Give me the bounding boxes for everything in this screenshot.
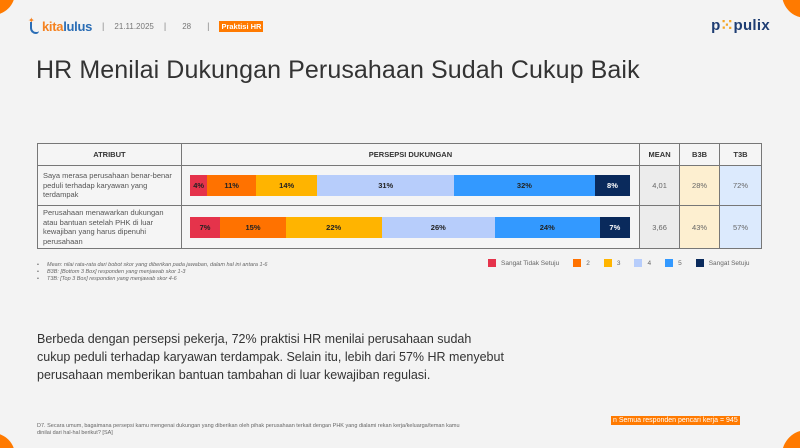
bar-segment-2: 11%: [207, 175, 256, 196]
legend-swatch: [665, 259, 674, 267]
bar-segment-4: 26%: [381, 216, 495, 238]
b3b-cell: 43%: [679, 205, 721, 249]
header-separator: |: [207, 21, 210, 31]
bar-segment-2: 15%: [220, 216, 286, 238]
note-b3b: B3B: [Bottom 3 Box] responden yang menja…: [37, 269, 267, 276]
b3b-cell: 28%: [679, 165, 721, 206]
mean-cell: 3,66: [639, 205, 681, 249]
legend-label: Sangat Tidak Setuju: [501, 259, 560, 267]
bar-segment-sangat-setuju: 8%: [594, 175, 631, 196]
populix-logo-p: p: [711, 17, 721, 34]
populix-logo: p⁙pulix: [711, 16, 770, 34]
decorative-corner-bottom-left: [0, 433, 15, 448]
header-separator: |: [102, 21, 105, 31]
bar-segment-4: 31%: [317, 175, 454, 196]
header-attribute: ATRIBUT: [37, 143, 182, 166]
kitalulus-logo-icon: ✦: [28, 17, 40, 35]
bar-segment-sangat-tidak-setuju: 7%: [189, 216, 221, 238]
populix-dots-icon: ⁙: [720, 17, 734, 34]
decorative-corner-top-left: [0, 0, 15, 15]
legend-label: 2: [586, 259, 590, 267]
decorative-corner-bottom-right: [782, 430, 800, 448]
table-row: Perusahaan menawarkan dukungan atau bant…: [37, 205, 762, 249]
legend-item: 4: [634, 259, 651, 267]
report-date: 21.11.2025: [114, 21, 154, 31]
bar-segment-3: 22%: [285, 216, 382, 238]
header-b3b: B3B: [679, 143, 721, 166]
header-t3b: T3B: [719, 143, 762, 166]
legend-label: Sangat Setuju: [708, 259, 750, 267]
header-mean: MEAN: [639, 143, 681, 166]
sample-size-badge: n Semua responden pencari kerja = 945: [611, 416, 740, 425]
page-number: 28: [182, 21, 192, 31]
legend-swatch: [695, 259, 704, 267]
t3b-cell: 72%: [719, 165, 762, 206]
header-separator: |: [163, 21, 167, 31]
legend-swatch: [488, 259, 496, 267]
section-badge: Praktisi HR: [219, 20, 264, 32]
legend-item: 3: [603, 259, 621, 267]
logo-text-kita: kita: [42, 18, 64, 34]
legend-item: 5: [665, 259, 682, 267]
page-title: HR Menilai Dukungan Perusahaan Sudah Cuk…: [36, 56, 640, 84]
attribute-cell: Perusahaan menawarkan dukungan atau bant…: [37, 205, 182, 249]
definition-notes: Mean: nilai rata-rata dari bobot skor ya…: [37, 262, 267, 282]
legend-item: Sangat Tidak Setuju: [488, 259, 559, 267]
bar-segment-sangat-setuju: 7%: [599, 216, 631, 238]
legend-label: 4: [647, 259, 652, 267]
legend-swatch: [634, 259, 643, 267]
legend-swatch: [603, 259, 612, 267]
stacked-bar: 4% 11% 14% 31% 32% 8%: [189, 175, 631, 196]
question-footnote: D7. Secara umum, bagaimana persepsi kamu…: [37, 423, 460, 436]
t3b-cell: 57%: [719, 205, 762, 249]
legend-label: 3: [616, 259, 621, 267]
note-t3b: T3B: [Top 3 Box] responden yang menjawab…: [37, 276, 267, 283]
legend-label: 5: [678, 259, 682, 267]
populix-logo-rest: pulix: [733, 17, 770, 34]
legend-swatch: [573, 259, 582, 267]
chart-legend: Sangat Tidak Setuju 2 3 4 5 Sangat Setuj…: [488, 259, 758, 267]
slide-header: ✦ kitalulus | 21.11.2025 | 28 | Praktisi…: [28, 14, 264, 38]
decorative-corner-top-right: [782, 0, 800, 18]
legend-item: Sangat Setuju: [695, 259, 750, 267]
bar-cell: 7% 15% 22% 26% 24% 7%: [180, 205, 641, 249]
attribute-cell: Saya merasa perusahaan benar-benar pedul…: [37, 165, 182, 206]
bar-segment-3: 14%: [255, 175, 318, 196]
perception-table: ATRIBUT PERSEPSI DUKUNGAN MEAN B3B T3B S…: [37, 143, 762, 249]
bar-cell: 4% 11% 14% 31% 32% 8%: [180, 165, 641, 206]
legend-item: 2: [573, 259, 590, 267]
note-mean: Mean: nilai rata-rata dari bobot skor ya…: [37, 262, 267, 269]
bar-segment-5: 32%: [453, 175, 595, 196]
table-header-row: ATRIBUT PERSEPSI DUKUNGAN MEAN B3B T3B: [37, 143, 762, 166]
stacked-bar: 7% 15% 22% 26% 24% 7%: [189, 216, 631, 238]
table-row: Saya merasa perusahaan benar-benar pedul…: [37, 165, 762, 206]
bar-segment-sangat-tidak-setuju: 4%: [189, 175, 208, 196]
kitalulus-logo: ✦ kitalulus: [28, 17, 92, 35]
mean-cell: 4,01: [639, 165, 681, 206]
logo-text-lulus: lulus: [63, 18, 93, 34]
bar-segment-5: 24%: [494, 216, 600, 238]
insight-text: Berbeda dengan persepsi pekerja, 72% pra…: [37, 332, 504, 382]
header-perception: PERSEPSI DUKUNGAN: [180, 143, 641, 166]
